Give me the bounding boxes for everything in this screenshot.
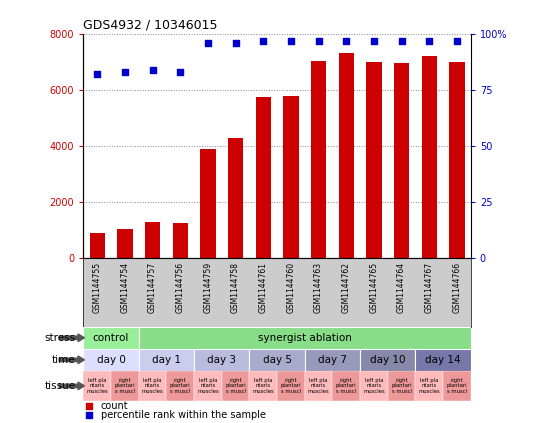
Point xyxy=(452,37,461,44)
Bar xyxy=(422,56,437,258)
Text: GSM1144761: GSM1144761 xyxy=(259,262,268,313)
Point xyxy=(121,69,129,75)
Bar xyxy=(222,371,250,401)
Text: left pla
ntaris
muscles: left pla ntaris muscles xyxy=(252,378,274,394)
Point xyxy=(370,37,378,44)
Bar xyxy=(194,349,250,371)
Bar xyxy=(83,349,139,371)
Bar xyxy=(228,138,243,258)
Point xyxy=(425,37,434,44)
Point xyxy=(397,37,406,44)
Bar xyxy=(145,222,160,258)
Bar xyxy=(360,349,415,371)
Bar xyxy=(338,53,354,258)
Bar xyxy=(200,149,216,258)
Bar xyxy=(277,371,305,401)
Bar xyxy=(305,371,332,401)
Text: GSM1144755: GSM1144755 xyxy=(93,262,102,313)
Text: count: count xyxy=(101,401,129,411)
Text: time: time xyxy=(52,355,75,365)
Bar xyxy=(139,327,471,349)
Text: GDS4932 / 10346015: GDS4932 / 10346015 xyxy=(83,18,218,31)
Bar xyxy=(83,371,111,401)
Bar xyxy=(449,62,464,258)
Text: left pla
ntaris
muscles: left pla ntaris muscles xyxy=(363,378,385,394)
Text: GSM1144762: GSM1144762 xyxy=(342,262,351,313)
Bar xyxy=(250,371,277,401)
Text: day 5: day 5 xyxy=(263,355,292,365)
Text: left pla
ntaris
muscles: left pla ntaris muscles xyxy=(87,378,108,394)
Text: percentile rank within the sample: percentile rank within the sample xyxy=(101,410,266,420)
Bar xyxy=(173,223,188,258)
Text: synergist ablation: synergist ablation xyxy=(258,333,352,343)
Point xyxy=(342,37,351,44)
Bar xyxy=(139,349,194,371)
Text: right
plantari
s muscl: right plantari s muscl xyxy=(115,378,135,394)
Bar xyxy=(415,371,443,401)
Bar xyxy=(90,233,105,258)
Text: left pla
ntaris
muscles: left pla ntaris muscles xyxy=(419,378,440,394)
Text: day 10: day 10 xyxy=(370,355,406,365)
Text: right
plantari
s muscl: right plantari s muscl xyxy=(336,378,357,394)
Text: right
plantari
s muscl: right plantari s muscl xyxy=(447,378,467,394)
Text: day 7: day 7 xyxy=(318,355,347,365)
Text: GSM1144756: GSM1144756 xyxy=(176,262,185,313)
Bar xyxy=(256,97,271,258)
Point xyxy=(85,402,94,409)
Bar xyxy=(360,371,388,401)
Text: day 0: day 0 xyxy=(97,355,125,365)
Bar xyxy=(83,327,139,349)
Bar xyxy=(366,62,381,258)
Text: left pla
ntaris
muscles: left pla ntaris muscles xyxy=(197,378,219,394)
Point xyxy=(259,37,267,44)
Bar xyxy=(415,349,471,371)
Point xyxy=(314,37,323,44)
Text: left pla
ntaris
muscles: left pla ntaris muscles xyxy=(308,378,329,394)
Text: right
plantari
s muscl: right plantari s muscl xyxy=(391,378,412,394)
Text: control: control xyxy=(93,333,129,343)
Bar xyxy=(388,371,415,401)
Text: left pla
ntaris
muscles: left pla ntaris muscles xyxy=(141,378,164,394)
Text: GSM1144767: GSM1144767 xyxy=(424,262,434,313)
Bar xyxy=(284,96,299,258)
Text: GSM1144758: GSM1144758 xyxy=(231,262,240,313)
Point xyxy=(93,71,102,78)
Text: day 1: day 1 xyxy=(152,355,181,365)
Text: day 14: day 14 xyxy=(425,355,461,365)
Bar xyxy=(443,371,471,401)
Point xyxy=(85,412,94,419)
Bar xyxy=(139,371,166,401)
Bar xyxy=(117,229,132,258)
Bar xyxy=(394,63,409,258)
Point xyxy=(287,37,295,44)
Bar xyxy=(305,349,360,371)
Text: GSM1144763: GSM1144763 xyxy=(314,262,323,313)
Text: right
plantari
s muscl: right plantari s muscl xyxy=(281,378,301,394)
Text: tissue: tissue xyxy=(44,381,75,391)
Text: right
plantari
s muscl: right plantari s muscl xyxy=(170,378,190,394)
Point xyxy=(148,66,157,73)
Text: day 3: day 3 xyxy=(207,355,236,365)
Point xyxy=(203,39,212,46)
Bar xyxy=(111,371,139,401)
Text: GSM1144766: GSM1144766 xyxy=(452,262,462,313)
Text: GSM1144760: GSM1144760 xyxy=(286,262,295,313)
Bar xyxy=(194,371,222,401)
Text: GSM1144754: GSM1144754 xyxy=(121,262,130,313)
Text: GSM1144759: GSM1144759 xyxy=(203,262,213,313)
Bar xyxy=(311,60,326,258)
Bar xyxy=(250,349,305,371)
Bar xyxy=(332,371,360,401)
Point xyxy=(231,39,240,46)
Text: right
plantari
s muscl: right plantari s muscl xyxy=(225,378,246,394)
Bar xyxy=(166,371,194,401)
Text: GSM1144757: GSM1144757 xyxy=(148,262,157,313)
Text: stress: stress xyxy=(44,333,75,343)
Text: GSM1144765: GSM1144765 xyxy=(370,262,378,313)
Text: GSM1144764: GSM1144764 xyxy=(397,262,406,313)
Point xyxy=(176,69,185,75)
